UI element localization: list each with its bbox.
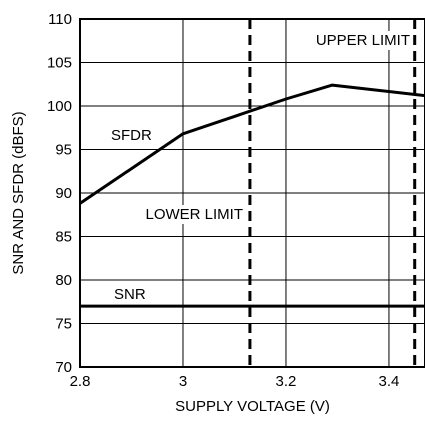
annotation-upper-limit: UPPER LIMIT (316, 32, 410, 49)
x-tick-label: 3.2 (276, 373, 297, 390)
y-tick-label: 105 (47, 55, 72, 72)
plot-frame (79, 18, 425, 368)
x-tick-label: 3 (179, 373, 187, 390)
series-lines (79, 83, 425, 308)
annotation-snr: SNR (114, 286, 146, 303)
annotation-background (313, 31, 412, 50)
y-tick-label: 85 (55, 229, 72, 246)
y-axis-label: SNR AND SFDR (dBFS) (10, 111, 27, 274)
y-tick-label: 75 (55, 316, 72, 333)
y-tick-label: 80 (55, 272, 72, 289)
series-line-sfdr (79, 83, 425, 205)
y-tick-label: 110 (48, 11, 72, 28)
annotation-background (143, 205, 245, 224)
y-tick-label: 100 (47, 98, 72, 115)
annotation-sfdr: SFDR (111, 127, 152, 144)
x-tick-label: 3.4 (379, 373, 400, 390)
tick-labels: 2.8 3 3.2 3.4 70 75 80 85 90 95 100 105 110 (47, 11, 399, 390)
y-tick-label: 95 (55, 142, 72, 159)
grid (80, 19, 425, 367)
x-tick-label: 2.8 (70, 373, 91, 390)
annotation-lower-limit: LOWER LIMIT (145, 206, 243, 223)
x-axis-label: SUPPLY VOLTAGE (V) (175, 398, 330, 415)
y-tick-label: 70 (55, 359, 72, 376)
y-tick-label: 90 (55, 185, 72, 202)
annotations: SFDR SNR LOWER LIMIT UPPER LIMIT (111, 31, 412, 303)
reference-lines (248, 19, 417, 367)
